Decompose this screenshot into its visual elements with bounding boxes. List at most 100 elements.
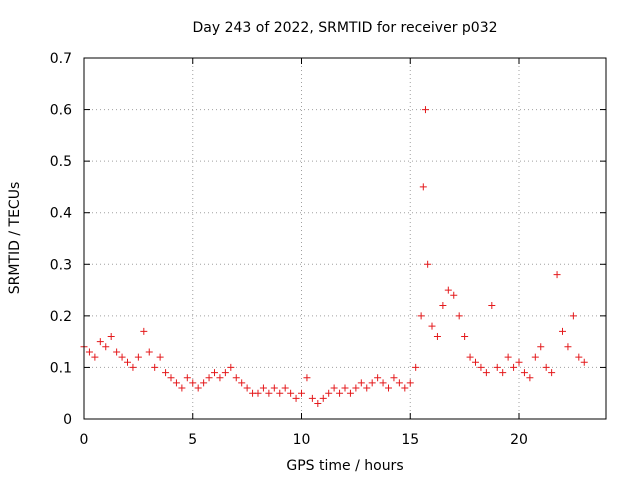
data-point <box>216 374 224 382</box>
data-point <box>531 353 539 361</box>
data-point <box>510 363 518 371</box>
axis-ticks: 0 0.1 0.2 0.3 0.4 0.5 0.6 0.7 0 5 10 15 20 <box>50 51 606 448</box>
data-point <box>91 353 99 361</box>
y-tick-label: 0.1 <box>50 360 72 376</box>
data-point <box>444 286 452 294</box>
data-point <box>455 312 463 320</box>
data-point <box>520 369 528 377</box>
data-point <box>346 389 354 397</box>
y-tick-label: 0 <box>63 412 72 428</box>
y-tick-label: 0.2 <box>50 309 72 325</box>
data-point <box>221 369 229 377</box>
data-point <box>537 343 545 351</box>
data-point <box>259 384 267 392</box>
data-point <box>330 384 338 392</box>
data-point <box>419 183 427 191</box>
data-point <box>461 332 469 340</box>
data-point <box>450 291 458 299</box>
x-tick-label: 20 <box>510 432 528 448</box>
data-point <box>308 394 316 402</box>
data-point <box>569 312 577 320</box>
data-point <box>96 338 104 346</box>
data-point <box>553 271 561 279</box>
data-point <box>336 389 344 397</box>
data-point <box>412 363 420 371</box>
data-point <box>265 389 273 397</box>
data-point <box>102 343 110 351</box>
data-point <box>488 302 496 310</box>
data-point <box>341 384 349 392</box>
data-point <box>107 332 115 340</box>
data-point <box>270 384 278 392</box>
data-point <box>548 369 556 377</box>
data-point <box>385 384 392 392</box>
data-point <box>129 363 137 371</box>
data-point <box>439 302 447 310</box>
data-point <box>118 353 126 361</box>
data-point <box>319 394 327 402</box>
x-tick-label: 15 <box>401 432 419 448</box>
x-tick-label: 0 <box>80 432 89 448</box>
data-point <box>499 369 507 377</box>
data-point <box>433 332 441 340</box>
data-point <box>238 379 246 387</box>
chart-title: Day 243 of 2022, SRMTID for receiver p03… <box>192 20 497 36</box>
data-point <box>390 374 398 382</box>
data-point <box>363 384 371 392</box>
data-point <box>482 369 490 377</box>
y-tick-label: 0.4 <box>50 206 72 222</box>
data-point <box>243 384 251 392</box>
data-point <box>145 348 153 356</box>
data-point <box>504 353 512 361</box>
data-point <box>85 348 93 356</box>
data-point <box>254 389 262 397</box>
data-point <box>156 353 164 361</box>
data-point <box>493 363 501 371</box>
y-axis-label: SRMTID / TECUs <box>7 182 23 295</box>
data-point <box>167 374 175 382</box>
data-point <box>183 374 191 382</box>
data-point <box>421 106 429 114</box>
x-tick-label: 5 <box>188 432 197 448</box>
data-point <box>276 389 284 397</box>
y-tick-label: 0.3 <box>50 257 72 273</box>
y-tick-label: 0.5 <box>50 154 72 170</box>
data-point <box>406 379 414 387</box>
grid <box>84 58 606 419</box>
data-point <box>515 358 523 366</box>
x-axis-label: GPS time / hours <box>286 458 403 474</box>
data-point <box>205 374 213 382</box>
data-point <box>298 389 305 397</box>
data-point <box>178 384 186 392</box>
data-point <box>379 379 387 387</box>
data-point <box>172 379 180 387</box>
data-points <box>80 106 588 408</box>
data-point <box>472 358 479 366</box>
data-point <box>281 384 289 392</box>
y-tick-label: 0.6 <box>50 103 72 119</box>
data-point <box>526 374 534 382</box>
y-tick-label: 0.7 <box>50 51 72 67</box>
data-point <box>352 384 360 392</box>
data-point <box>424 260 432 268</box>
plot-frame <box>83 57 607 420</box>
data-point <box>162 369 170 377</box>
data-point <box>357 379 365 387</box>
data-point <box>466 353 474 361</box>
data-point <box>325 389 333 397</box>
data-point <box>113 348 121 356</box>
data-point <box>417 312 425 320</box>
data-point <box>292 394 300 402</box>
data-point <box>134 353 142 361</box>
data-point <box>477 363 485 371</box>
data-point <box>200 379 208 387</box>
data-point <box>194 384 202 392</box>
data-point <box>124 358 131 366</box>
data-point <box>575 353 583 361</box>
data-point <box>559 327 566 335</box>
data-point <box>368 379 376 387</box>
data-point <box>140 327 148 335</box>
data-point <box>303 374 311 382</box>
